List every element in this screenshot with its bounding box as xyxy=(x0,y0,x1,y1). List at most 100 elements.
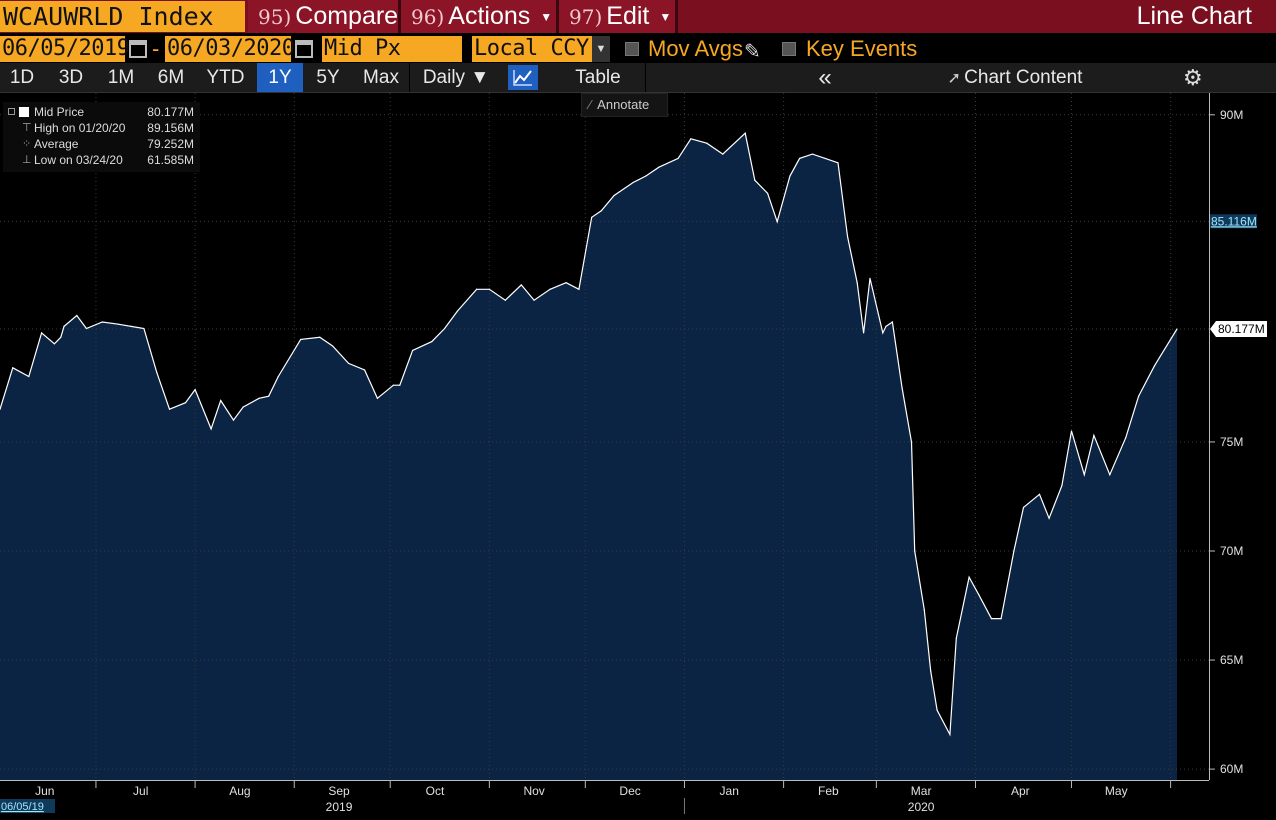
data-point xyxy=(891,321,893,323)
data-point xyxy=(1038,493,1041,495)
edit-menu-button[interactable]: 97) Edit ▼ xyxy=(559,0,675,33)
data-point xyxy=(901,386,903,389)
mov-avgs-checkbox[interactable] xyxy=(625,42,639,56)
collapse-box-icon[interactable] xyxy=(8,108,15,115)
collapse-icon[interactable]: « xyxy=(818,64,832,91)
edit-menu-number: 97) xyxy=(569,5,603,29)
y-tick-label: 65M xyxy=(1220,653,1243,667)
data-point xyxy=(978,594,980,596)
tab-6m[interactable]: 6M xyxy=(157,67,185,88)
start-date-field[interactable]: 06/05/2019 xyxy=(0,36,130,62)
compare-menu-button[interactable]: 95) Compare xyxy=(248,0,398,33)
data-point xyxy=(101,321,103,323)
data-point xyxy=(1125,436,1127,439)
data-point xyxy=(399,384,401,386)
data-point xyxy=(53,343,55,345)
chevron-down-icon[interactable]: ▼ xyxy=(592,36,610,62)
table-button[interactable]: Table xyxy=(575,67,621,88)
data-point xyxy=(706,142,708,144)
calendar-icon[interactable] xyxy=(129,40,147,58)
data-point xyxy=(332,345,334,347)
tab-ytd[interactable]: YTD xyxy=(206,67,245,88)
legend-item-low[interactable]: ⊥ Low on 03/24/20 61.585M xyxy=(3,152,200,168)
data-point xyxy=(923,609,925,611)
mov-avgs-label[interactable]: Mov Avgs xyxy=(648,36,743,61)
edit-menu-label: Edit xyxy=(606,2,650,30)
data-point xyxy=(0,408,1,410)
data-point xyxy=(194,389,196,391)
legend-value: 89.156M xyxy=(147,121,194,135)
data-point xyxy=(300,338,302,341)
data-point xyxy=(475,288,478,290)
calendar-icon[interactable] xyxy=(295,40,313,58)
key-events-checkbox[interactable] xyxy=(782,42,796,56)
actions-menu-button[interactable]: 96) Actions ▼ xyxy=(401,0,556,33)
data-point xyxy=(431,341,433,343)
pencil-icon[interactable]: ✎ xyxy=(744,41,761,63)
data-point xyxy=(767,192,769,194)
legend-item-mid-price[interactable]: Mid Price 80.177M xyxy=(3,104,200,120)
end-date-field[interactable]: 06/03/2020 xyxy=(165,36,295,62)
data-point xyxy=(846,236,849,238)
chart-area[interactable]: 60M 65M 70M 75M 90M 85.116M 80.177M Jun Jul Aug Se… xyxy=(0,93,1276,820)
data-point xyxy=(690,138,692,140)
data-point xyxy=(1000,618,1002,620)
data-point xyxy=(143,327,145,330)
series-swatch xyxy=(19,107,29,117)
data-point xyxy=(1138,395,1140,397)
tab-1y[interactable]: 1Y xyxy=(257,63,303,92)
frequency-selector[interactable]: Daily ▼ xyxy=(422,67,490,88)
annotate-label: Annotate xyxy=(597,97,650,112)
toolbar-divider xyxy=(645,63,646,92)
key-events-label[interactable]: Key Events xyxy=(806,36,918,61)
data-point xyxy=(930,670,932,672)
line-chart-icon[interactable] xyxy=(508,65,538,90)
legend-item-high[interactable]: ⊤ High on 01/20/20 89.156M xyxy=(3,120,200,136)
data-point xyxy=(824,157,826,160)
annotate-button[interactable]: ∕ Annotate xyxy=(581,93,668,117)
actions-menu-label: Actions xyxy=(448,2,531,30)
data-point xyxy=(210,428,212,430)
data-point xyxy=(632,181,634,184)
legend-label: Average xyxy=(34,137,79,151)
tab-3d[interactable]: 3D xyxy=(58,67,84,88)
chart-content-label: Chart Content xyxy=(964,67,1083,88)
ticker-field[interactable]: WCAUWRLD Index xyxy=(0,1,245,32)
data-point xyxy=(268,395,270,397)
start-date-marker-box xyxy=(0,799,55,813)
data-point xyxy=(744,132,746,134)
data-point xyxy=(799,157,801,160)
data-point xyxy=(488,288,490,290)
start-date-marker-label: 06/05/19 xyxy=(1,801,44,813)
tab-1m[interactable]: 1M xyxy=(107,67,135,88)
gear-icon[interactable]: ⚙ xyxy=(1183,65,1203,90)
tab-5y[interactable]: 5Y xyxy=(316,67,340,88)
y-tick-label: 75M xyxy=(1220,435,1243,449)
data-point xyxy=(277,375,279,378)
data-point xyxy=(28,375,30,378)
y-tick-label: 70M xyxy=(1220,544,1243,558)
data-point xyxy=(1176,328,1178,330)
data-point xyxy=(1154,365,1156,367)
title-divider xyxy=(556,0,559,33)
date-separator: - xyxy=(152,36,160,61)
price-field-selector[interactable]: Mid Px xyxy=(322,36,462,62)
pencil-icon: ∕ xyxy=(589,97,592,112)
data-point xyxy=(63,325,65,327)
data-point xyxy=(40,332,43,334)
legend-item-average[interactable]: ⁘ Average 79.252M xyxy=(3,136,200,152)
chart-content-button[interactable]: ➚ Chart Content xyxy=(905,63,1125,92)
tab-max[interactable]: Max xyxy=(363,67,399,88)
tab-1d[interactable]: 1D xyxy=(9,67,35,88)
selector-row: 06/05/2019 - 06/03/2020 Mid Px Local CCY… xyxy=(0,36,1276,63)
x-month-label: May xyxy=(1105,784,1128,798)
data-point xyxy=(862,332,865,334)
price-chart: 60M 65M 70M 75M 90M 85.116M 80.177M Jun Jul Aug Se… xyxy=(0,93,1267,814)
data-point xyxy=(117,323,119,325)
series-area xyxy=(0,133,1178,780)
data-point xyxy=(12,367,14,369)
data-point xyxy=(1048,517,1050,519)
currency-selector[interactable]: Local CCY xyxy=(472,36,592,62)
data-point xyxy=(1109,474,1111,476)
last-price-marker xyxy=(1210,321,1267,338)
